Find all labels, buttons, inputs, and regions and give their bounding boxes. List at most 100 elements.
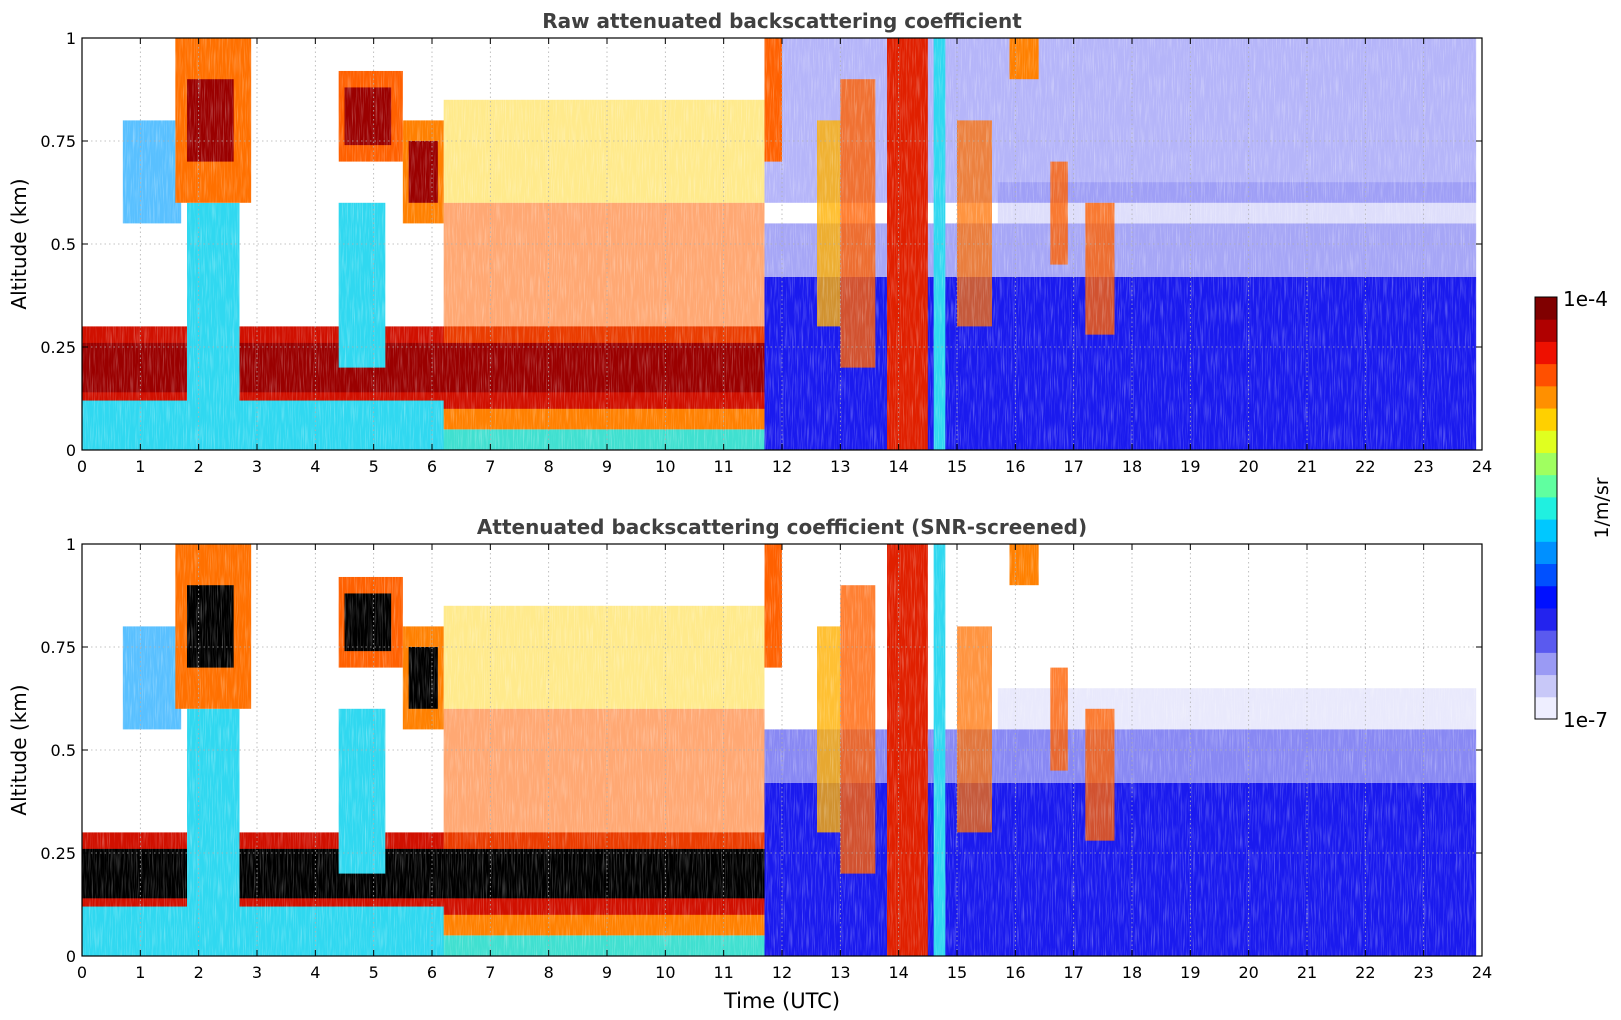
x-tick-label: 11 (713, 963, 733, 982)
colorbar-swatch (1535, 674, 1557, 698)
colorbar-swatch (1535, 652, 1557, 676)
x-tick-label: 10 (655, 963, 675, 982)
colorbar-swatch (1535, 452, 1557, 476)
x-tick-label: 22 (1355, 457, 1375, 476)
y-tick-label: 0.5 (51, 235, 76, 254)
colorbar-swatches (1535, 297, 1557, 720)
colorbar-swatch (1535, 408, 1557, 431)
colorbar-unit-label: 1/m/sr (1591, 477, 1613, 538)
x-tick-label: 14 (888, 963, 908, 982)
x-tick-label: 3 (252, 963, 262, 982)
x-tick-label: 1 (135, 963, 145, 982)
x-tick-label: 15 (947, 963, 967, 982)
y-tick-label: 0.75 (40, 638, 76, 657)
x-tick-label: 4 (310, 963, 320, 982)
x-tick-label: 23 (1413, 457, 1433, 476)
x-tick-label: 9 (602, 963, 612, 982)
x-tick-label: 19 (1180, 963, 1200, 982)
x-tick-label: 10 (655, 457, 675, 476)
colorbar-swatch (1535, 341, 1557, 365)
panel-screened: Attenuated backscattering coefficient (S… (7, 515, 1492, 1013)
y-tick-label: 0.25 (40, 338, 76, 357)
colorbar-swatch (1535, 319, 1557, 342)
colorbar: 1e-4 1e-7 1/m/sr (1534, 287, 1613, 732)
x-tick-label: 20 (1238, 963, 1258, 982)
x-tick-label: 2 (194, 963, 204, 982)
x-tick-label: 8 (544, 457, 554, 476)
x-tick-label: 1 (135, 457, 145, 476)
x-tick-label: 19 (1180, 457, 1200, 476)
x-tick-label: 20 (1238, 457, 1258, 476)
y-tick-label: 1 (66, 535, 76, 554)
chart-title: Raw attenuated backscattering coefficien… (542, 9, 1022, 33)
x-tick-label: 9 (602, 457, 612, 476)
x-tick-label: 23 (1413, 963, 1433, 982)
x-tick-label: 6 (427, 457, 437, 476)
y-axis: 0 0.25 0.5 0.75 1 (40, 535, 1482, 966)
colorbar-swatch (1535, 541, 1557, 565)
x-tick-label: 13 (830, 457, 850, 476)
chart-title: Attenuated backscattering coefficient (S… (477, 515, 1087, 539)
x-tick-label: 12 (772, 963, 792, 982)
x-tick-label: 3 (252, 457, 262, 476)
x-axis: 0 1 2 3 4 5 6 7 8 9 10 11 12 13 14 15 16 17 18 19 20 21 22 23 24 (77, 544, 1492, 982)
colorbar-max-label: 1e-4 (1563, 287, 1608, 311)
x-tick-label: 8 (544, 963, 554, 982)
colorbar-swatch (1535, 696, 1557, 720)
y-axis: 0 0.25 0.5 0.75 1 (40, 29, 1482, 460)
x-tick-label: 16 (1005, 457, 1025, 476)
y-axis-label: Altitude (km) (7, 178, 31, 309)
colorbar-swatch (1535, 430, 1557, 453)
grid-lines (82, 544, 1482, 956)
x-tick-label: 24 (1472, 963, 1492, 982)
heatmap-image (82, 38, 1482, 450)
x-tick-label: 22 (1355, 963, 1375, 982)
x-tick-label: 17 (1063, 457, 1083, 476)
colorbar-min-label: 1e-7 (1563, 708, 1608, 732)
y-tick-label: 1 (66, 29, 76, 48)
x-tick-label: 13 (830, 963, 850, 982)
colorbar-swatch (1535, 630, 1557, 653)
x-tick-label: 7 (485, 457, 495, 476)
heatmap-image (82, 544, 1482, 956)
x-tick-label: 17 (1063, 963, 1083, 982)
x-tick-label: 21 (1297, 457, 1317, 476)
x-tick-label: 4 (310, 457, 320, 476)
colorbar-swatch (1535, 363, 1557, 387)
colorbar-swatch (1535, 585, 1557, 609)
x-tick-label: 16 (1005, 963, 1025, 982)
grid-lines (82, 38, 1482, 450)
x-tick-label: 2 (194, 457, 204, 476)
colorbar-swatch (1535, 496, 1557, 520)
x-tick-label: 5 (369, 457, 379, 476)
x-tick-label: 21 (1297, 963, 1317, 982)
colorbar-swatch (1535, 474, 1557, 498)
x-tick-label: 0 (77, 963, 87, 982)
y-tick-label: 0 (66, 441, 76, 460)
x-tick-label: 6 (427, 963, 437, 982)
x-tick-label: 15 (947, 457, 967, 476)
colorbar-swatch (1535, 607, 1557, 631)
x-axis-label: Time (UTC) (723, 989, 840, 1013)
y-tick-label: 0.75 (40, 132, 76, 151)
x-tick-label: 18 (1122, 963, 1142, 982)
y-tick-label: 0.5 (51, 741, 76, 760)
colorbar-swatch (1535, 519, 1557, 542)
y-axis-label: Altitude (km) (7, 684, 31, 815)
colorbar-swatch (1535, 563, 1557, 587)
colorbar-swatch (1535, 297, 1557, 320)
colorbar-frame (1534, 296, 1558, 720)
y-tick-label: 0 (66, 947, 76, 966)
x-tick-label: 7 (485, 963, 495, 982)
panel-raw: Raw attenuated backscattering coefficien… (7, 9, 1492, 476)
x-tick-label: 12 (772, 457, 792, 476)
colorbar-swatch (1535, 385, 1557, 409)
x-tick-label: 24 (1472, 457, 1492, 476)
x-tick-label: 5 (369, 963, 379, 982)
x-tick-label: 14 (888, 457, 908, 476)
x-tick-label: 0 (77, 457, 87, 476)
x-axis: 0 1 2 3 4 5 6 7 8 9 10 11 12 13 14 15 16 17 18 19 20 21 22 23 24 (77, 38, 1492, 476)
y-tick-label: 0.25 (40, 844, 76, 863)
x-tick-label: 11 (713, 457, 733, 476)
